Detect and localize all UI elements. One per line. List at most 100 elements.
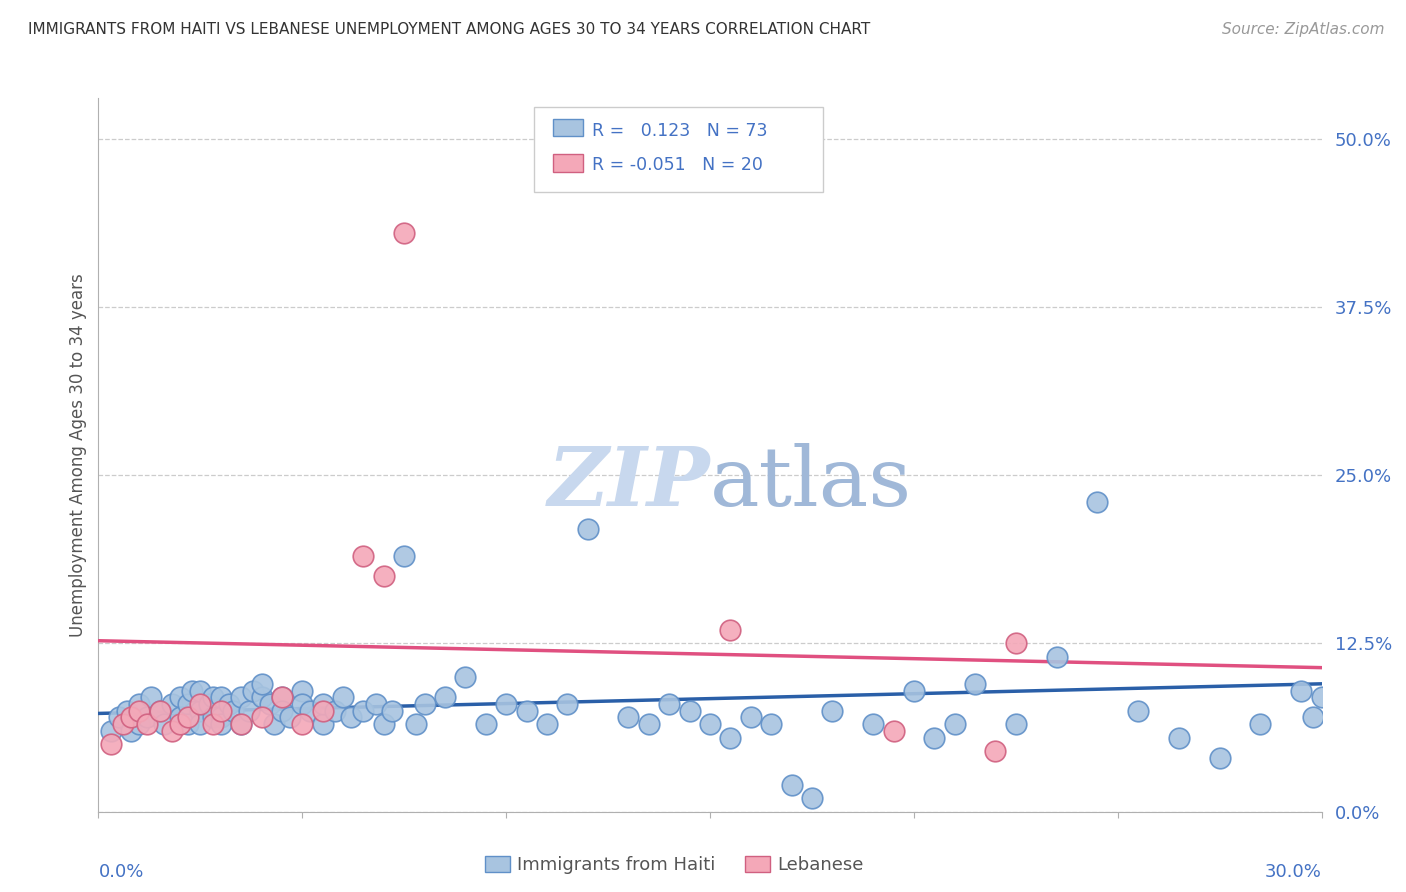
Point xyxy=(516,704,538,718)
Point xyxy=(128,704,150,718)
Point xyxy=(209,704,232,718)
Point xyxy=(405,717,427,731)
Point xyxy=(617,710,640,724)
Point xyxy=(149,704,172,718)
Point xyxy=(100,723,122,738)
Point xyxy=(201,717,224,731)
Point xyxy=(209,690,232,705)
Point xyxy=(658,697,681,711)
Point xyxy=(323,704,346,718)
Point xyxy=(177,697,200,711)
Point xyxy=(181,683,204,698)
Text: 30.0%: 30.0% xyxy=(1265,863,1322,881)
Point xyxy=(576,522,599,536)
Point xyxy=(922,731,945,745)
Point xyxy=(141,690,163,705)
Point xyxy=(128,697,150,711)
Point xyxy=(373,569,395,583)
Point xyxy=(1128,704,1150,718)
Point xyxy=(169,717,191,731)
Text: 0.0%: 0.0% xyxy=(98,863,143,881)
Point xyxy=(152,717,174,731)
Point xyxy=(984,744,1007,758)
Point xyxy=(291,717,314,731)
Point xyxy=(1302,710,1324,724)
Point xyxy=(278,710,301,724)
Point xyxy=(100,738,122,752)
Point xyxy=(250,690,273,705)
Point xyxy=(242,683,264,698)
Point xyxy=(222,704,245,718)
Point xyxy=(120,710,142,724)
Point xyxy=(943,717,966,731)
Point xyxy=(862,717,884,731)
Point xyxy=(821,704,844,718)
Point xyxy=(312,697,335,711)
Point xyxy=(115,704,138,718)
Text: IMMIGRANTS FROM HAITI VS LEBANESE UNEMPLOYMENT AMONG AGES 30 TO 34 YEARS CORRELA: IMMIGRANTS FROM HAITI VS LEBANESE UNEMPL… xyxy=(28,22,870,37)
Point xyxy=(373,717,395,731)
Point xyxy=(169,690,191,705)
Text: Lebanese: Lebanese xyxy=(778,856,863,874)
Point xyxy=(495,697,517,711)
Point xyxy=(291,697,314,711)
Point xyxy=(1310,690,1333,705)
Point xyxy=(679,704,702,718)
Point xyxy=(699,717,721,731)
Point xyxy=(291,683,314,698)
Text: atlas: atlas xyxy=(710,443,912,524)
Point xyxy=(536,717,558,731)
Point xyxy=(1004,636,1026,650)
Point xyxy=(231,717,253,731)
Point xyxy=(188,717,212,731)
Point xyxy=(413,697,436,711)
Point xyxy=(209,710,232,724)
Point xyxy=(1209,751,1232,765)
Point xyxy=(149,704,172,718)
Point xyxy=(364,697,387,711)
Point xyxy=(352,704,374,718)
Point xyxy=(1291,683,1313,698)
Point xyxy=(718,731,742,745)
Point xyxy=(108,710,131,724)
Point xyxy=(177,710,200,724)
Point xyxy=(250,677,273,691)
Point xyxy=(270,704,294,718)
Point xyxy=(160,723,183,738)
Text: R = -0.051   N = 20: R = -0.051 N = 20 xyxy=(592,156,763,174)
Point xyxy=(201,710,224,724)
Point xyxy=(555,697,579,711)
Point xyxy=(188,697,212,711)
Point xyxy=(270,690,294,705)
Point xyxy=(169,710,191,724)
Point xyxy=(1045,649,1069,664)
Point xyxy=(259,697,281,711)
Point xyxy=(637,717,661,731)
Point xyxy=(160,697,183,711)
Point xyxy=(1004,717,1026,731)
Point xyxy=(312,704,335,718)
Point xyxy=(201,690,224,705)
Point xyxy=(250,710,273,724)
Point xyxy=(136,717,159,731)
Point xyxy=(270,690,294,705)
Point xyxy=(903,683,925,698)
Point xyxy=(381,704,404,718)
Text: R =   0.123   N = 73: R = 0.123 N = 73 xyxy=(592,122,768,140)
Point xyxy=(111,717,134,731)
Text: Immigrants from Haiti: Immigrants from Haiti xyxy=(517,856,716,874)
Point xyxy=(801,791,824,805)
Point xyxy=(188,683,212,698)
Text: Source: ZipAtlas.com: Source: ZipAtlas.com xyxy=(1222,22,1385,37)
Point xyxy=(1085,495,1108,509)
Point xyxy=(238,704,260,718)
Point xyxy=(454,670,477,684)
Point xyxy=(761,717,783,731)
Point xyxy=(352,549,374,563)
Y-axis label: Unemployment Among Ages 30 to 34 years: Unemployment Among Ages 30 to 34 years xyxy=(69,273,87,637)
Point xyxy=(120,723,142,738)
Point xyxy=(128,717,150,731)
Point xyxy=(299,704,322,718)
Point xyxy=(883,723,905,738)
Point xyxy=(965,677,987,691)
